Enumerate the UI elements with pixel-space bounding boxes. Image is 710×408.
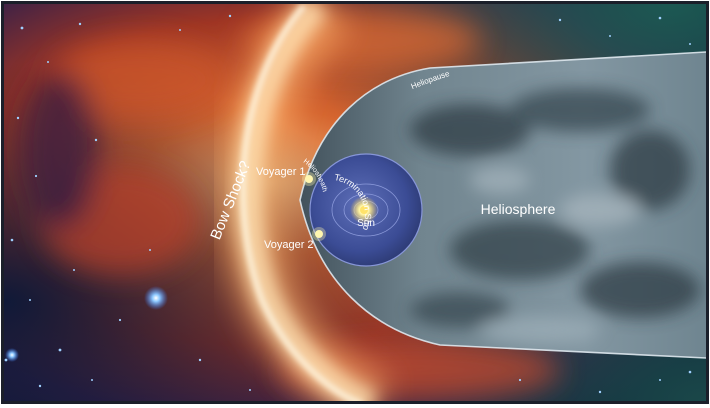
bow-shock-glow: [222, 4, 390, 401]
voyager-2-marker: [312, 227, 326, 241]
bright-star: [5, 348, 19, 362]
voyager-2-label: Voyager 2: [264, 239, 314, 251]
starfield: [4, 14, 692, 394]
heliopause-boundary: [299, 51, 706, 359]
voyager-1-label: Voyager 1: [256, 166, 306, 178]
heliosphere-label: Heliosphere: [481, 201, 556, 217]
sun-label: Sun: [357, 218, 375, 229]
sun: [360, 206, 368, 214]
heliosphere-texture: [410, 88, 700, 344]
bright-star: [144, 286, 168, 310]
voyager-1-marker: [302, 172, 316, 186]
